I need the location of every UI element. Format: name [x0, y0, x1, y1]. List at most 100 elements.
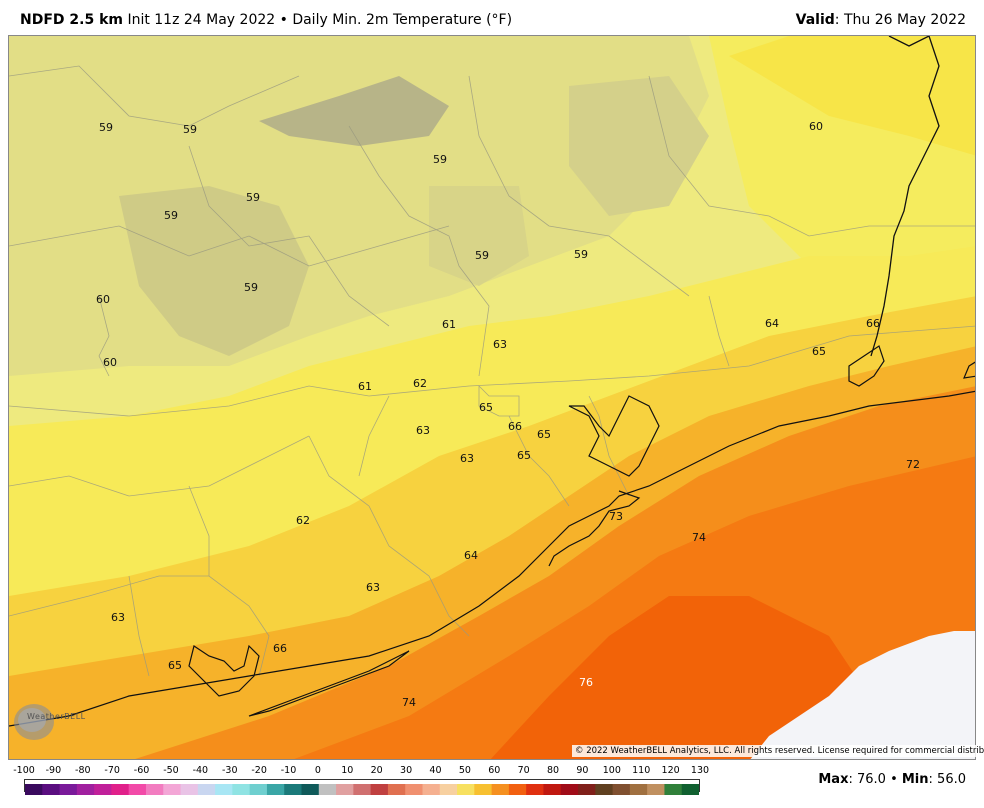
colorbar-tick-label: 110 [632, 765, 651, 776]
min-value: : 56.0 [928, 772, 966, 787]
state-boundary [870, 36, 940, 357]
cool-patch-3 [569, 76, 709, 216]
map-value: 76 [579, 676, 593, 689]
colorbar-segment [595, 784, 614, 795]
colorbar-segment [318, 784, 337, 795]
map-value: 62 [296, 514, 310, 527]
map-value: 63 [416, 424, 430, 437]
colorbar-segment [491, 784, 510, 795]
colorbar-tick-label: 80 [546, 765, 560, 776]
colorbar-segment [508, 784, 527, 795]
colorbar-tick-label: 20 [370, 765, 383, 776]
cool-patch-4 [429, 186, 529, 286]
colorbar-segment [543, 784, 562, 795]
colorbar-tick-label: -10 [280, 765, 297, 776]
map-value: 60 [809, 120, 823, 133]
colorbar-ticks: -100 -90 -80 -70 -60 -50 -40 -30 -20 -10 0 10 20 30 40… [0, 765, 720, 777]
colorbar-tick-label: -100 [13, 765, 35, 776]
map-value: 60 [103, 356, 117, 369]
colorbar-tick-label: -30 [221, 765, 238, 776]
gulf-warmest [490, 596, 869, 759]
map-value: 62 [413, 377, 427, 390]
no-data-region [750, 631, 975, 759]
map-value: 60 [96, 293, 110, 306]
colorbar-segment [197, 784, 216, 795]
colorbar-tick-label: 50 [458, 765, 471, 776]
colorbar-segment [128, 784, 147, 795]
map-value: 66 [273, 642, 287, 655]
colorbar-segment [526, 784, 544, 795]
map-value: 66 [866, 317, 880, 330]
logo-globe-icon [14, 704, 54, 740]
map-value: 65 [168, 659, 182, 672]
colorbar-gradient [25, 784, 700, 795]
colorbar-tick-label: 130 [690, 765, 710, 776]
map-value: 72 [906, 458, 920, 471]
colorbar-segment [336, 784, 354, 795]
map-value: 65 [517, 449, 531, 462]
colorbar-segment [474, 784, 493, 795]
county-lines [9, 65, 975, 677]
copyright-notice: © 2022 WeatherBELL Analytics, LLC. All r… [572, 745, 984, 757]
max-value: : 76.0 • [848, 772, 902, 787]
value-labels: 59 59 59 59 59 59 59 59 60 60 60 61 61 6… [96, 120, 920, 709]
colorbar-tick-label: 0 [314, 765, 321, 776]
map-value: 61 [442, 318, 456, 331]
colorbar-segment [249, 784, 268, 795]
colorbar-segment [405, 784, 423, 795]
map-value: 74 [402, 696, 416, 709]
model-name: NDFD 2.5 km [20, 12, 123, 28]
weatherbell-logo [12, 700, 102, 744]
colorbar-tick-label: 70 [517, 765, 530, 776]
colorbar [24, 779, 700, 795]
temperature-map: 59 59 59 59 59 59 59 59 60 60 60 61 61 6… [8, 35, 976, 760]
colorbar-tick-label: -60 [133, 765, 150, 776]
map-canvas: 59 59 59 59 59 59 59 59 60 60 60 61 61 6… [9, 36, 975, 759]
colorbar-tick-label: 30 [400, 765, 413, 776]
colorbar-segment [284, 784, 303, 795]
coastline [9, 345, 975, 727]
map-value: 65 [479, 401, 493, 414]
map-value: 73 [609, 510, 623, 523]
colorbar-segment [560, 784, 579, 795]
colorbar-tick-label: -40 [192, 765, 209, 776]
colorbar-tick-label: -80 [75, 765, 91, 776]
cool-patch-1 [119, 186, 309, 356]
colorbar-segment [387, 784, 406, 795]
colorbar-segment [457, 784, 475, 795]
colorbar-segment [612, 784, 631, 795]
map-value: 64 [765, 317, 779, 330]
map-value: 65 [812, 345, 826, 358]
map-value: 59 [574, 248, 588, 261]
min-label: Min [901, 772, 929, 787]
colorbar-tick-label: 40 [429, 765, 442, 776]
colorbar-segment [629, 784, 648, 795]
colorbar-tick-label: -50 [163, 765, 179, 776]
map-value: 63 [493, 338, 507, 351]
map-value: 74 [692, 531, 706, 544]
colorbar-tick-label: 120 [661, 765, 680, 776]
colorbar-segment [59, 784, 78, 795]
colorbar-segment [578, 784, 596, 795]
colorbar-segment [145, 784, 164, 795]
logo-text: WeatherBELL [27, 712, 86, 721]
colorbar-tick-label: -70 [104, 765, 120, 776]
colorbar-segment [111, 784, 130, 795]
ne-warm-2 [729, 36, 975, 156]
colorbar-segment [370, 784, 389, 795]
colorbar-segment [647, 784, 665, 795]
map-value: 65 [537, 428, 551, 441]
max-label: Max [818, 772, 849, 787]
map-value: 66 [508, 420, 522, 433]
map-value: 59 [475, 249, 489, 262]
colorbar-segment [42, 784, 61, 795]
colorbar-segment [215, 784, 233, 795]
valid-date: : Thu 26 May 2022 [834, 12, 966, 28]
map-value: 59 [246, 191, 260, 204]
colorbar-segment [94, 784, 112, 795]
map-value: 59 [244, 281, 258, 294]
colorbar-segment [163, 784, 182, 795]
colorbar-segment [25, 784, 43, 795]
run-description: Init 11z 24 May 2022 • Daily Min. 2m Tem… [127, 12, 513, 28]
valid-label: Valid [795, 12, 835, 28]
